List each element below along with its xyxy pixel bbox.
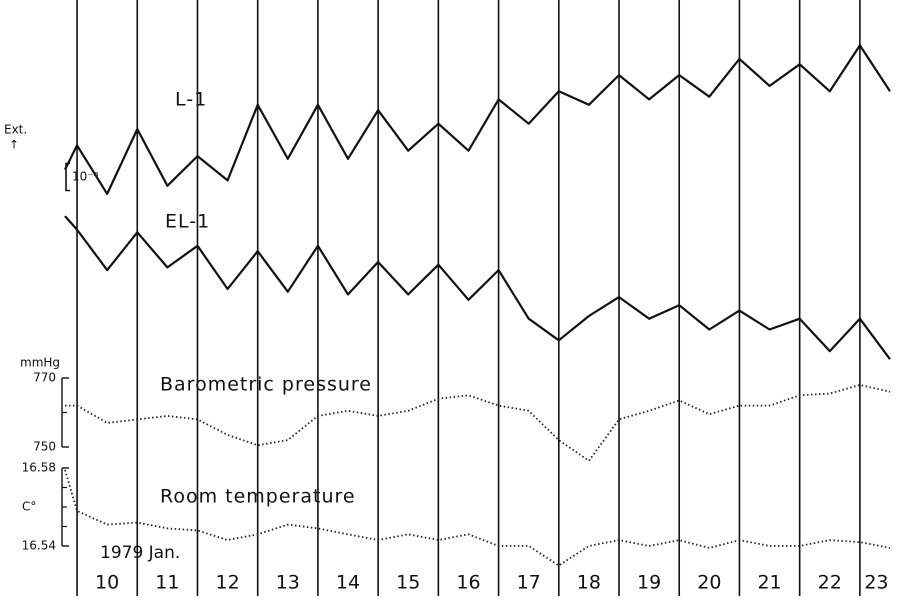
x-tick-label: 13 xyxy=(276,572,300,594)
y-tick-label: 16.54 xyxy=(22,539,56,553)
y-tick-label: 750 xyxy=(33,440,56,454)
y-unit: mmHg xyxy=(20,356,60,370)
x-tick-label: 23 xyxy=(864,572,888,594)
x-label: 1979 Jan. xyxy=(100,543,180,563)
x-tick-label: 11 xyxy=(155,572,179,594)
x-tick-label: 21 xyxy=(757,572,781,594)
x-tick-label: 10 xyxy=(95,572,119,594)
series-name: L-1 xyxy=(175,89,207,111)
trace xyxy=(64,469,891,567)
series-name: Barometric pressure xyxy=(160,374,372,396)
x-tick-label: 22 xyxy=(818,572,842,594)
x-tick-label: 15 xyxy=(396,572,420,594)
series-name: Room temperature xyxy=(160,486,356,508)
series-name: EL-1 xyxy=(165,211,210,233)
y-unit: C° xyxy=(22,500,36,514)
trace xyxy=(65,383,891,462)
trace xyxy=(64,44,891,195)
trace xyxy=(64,215,891,360)
x-tick-label: 20 xyxy=(697,572,721,594)
x-tick-label: 16 xyxy=(456,572,480,594)
x-tick-label: 19 xyxy=(637,572,661,594)
y-label: Ext. xyxy=(4,123,27,137)
y-tick-label: 16.58 xyxy=(22,461,56,475)
x-tick-label: 14 xyxy=(336,572,360,594)
y-label-arrow: ↑ xyxy=(9,138,19,152)
x-tick-label: 12 xyxy=(215,572,239,594)
x-tick-label: 17 xyxy=(517,572,541,594)
y-tick-label: 770 xyxy=(33,371,56,385)
scale-bar-label: 10⁻⁸ xyxy=(72,170,99,184)
x-tick-label: 18 xyxy=(577,572,601,594)
